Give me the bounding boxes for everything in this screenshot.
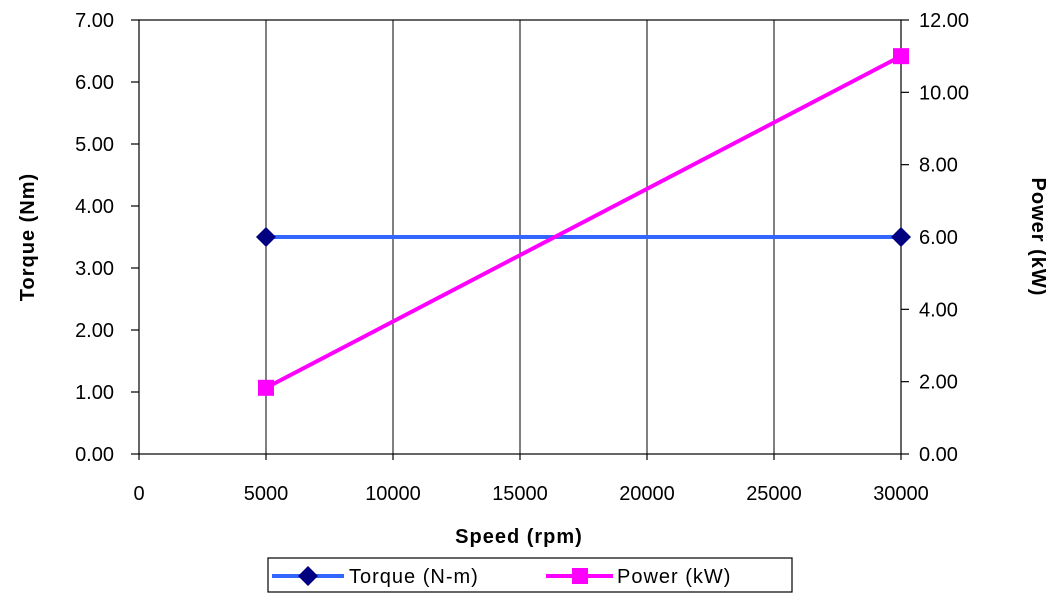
x-tick-label: 0 [133, 483, 144, 505]
legend-torque-label: Torque (N-m) [349, 566, 479, 588]
legend-torque-marker [298, 566, 318, 586]
y-right-tick-labels: 0.00 2.00 4.00 6.00 8.00 10.00 12.00 [919, 10, 969, 466]
legend-power-marker [572, 568, 588, 584]
power-point [893, 48, 909, 65]
series-group [256, 48, 911, 396]
y-left-tick-label: 7.00 [75, 10, 114, 32]
torque-point [891, 227, 911, 247]
legend-box [267, 557, 793, 593]
x-tick-label: 15000 [492, 483, 548, 505]
series-line-1 [265, 54, 902, 390]
y-left-tick-label: 0.00 [75, 444, 114, 466]
y-right-tick-label: 10.00 [919, 82, 969, 104]
tick-marks [131, 19, 909, 460]
torque-point [256, 227, 276, 247]
y-left-axis-title: Torque (Nm) [17, 173, 39, 301]
x-tick-label: 30000 [873, 483, 929, 505]
y-left-tick-label: 1.00 [75, 382, 114, 404]
power-point [258, 379, 274, 396]
y-left-tick-label: 5.00 [75, 134, 114, 156]
x-tick-labels: 0 5000 10000 15000 20000 25000 30000 [133, 483, 928, 505]
y-right-tick-label: 12.00 [919, 10, 969, 32]
legend-power-label: Power (kW) [617, 566, 731, 588]
y-left-tick-label: 4.00 [75, 196, 114, 218]
x-tick-label: 25000 [746, 483, 802, 505]
legend: Torque (N-m) Power (kW) [267, 557, 793, 593]
x-axis-title: Speed (rpm) [455, 526, 583, 548]
y-left-tick-label: 6.00 [75, 72, 114, 94]
y-right-tick-label: 2.00 [919, 372, 958, 394]
y-right-tick-label: 4.00 [919, 299, 958, 321]
y-right-axis-title: Power (kW) [1027, 178, 1046, 297]
x-tick-label: 20000 [619, 483, 675, 505]
x-tick-label: 10000 [365, 483, 421, 505]
y-left-tick-labels: 0.00 1.00 2.00 3.00 4.00 5.00 6.00 7.00 [75, 10, 114, 466]
y-left-tick-label: 2.00 [75, 320, 114, 342]
y-right-tick-label: 6.00 [919, 227, 958, 249]
x-tick-label: 5000 [244, 483, 289, 505]
y-left-tick-label: 3.00 [75, 258, 114, 280]
y-right-tick-label: 8.00 [919, 155, 958, 177]
y-right-tick-label: 0.00 [919, 444, 958, 466]
